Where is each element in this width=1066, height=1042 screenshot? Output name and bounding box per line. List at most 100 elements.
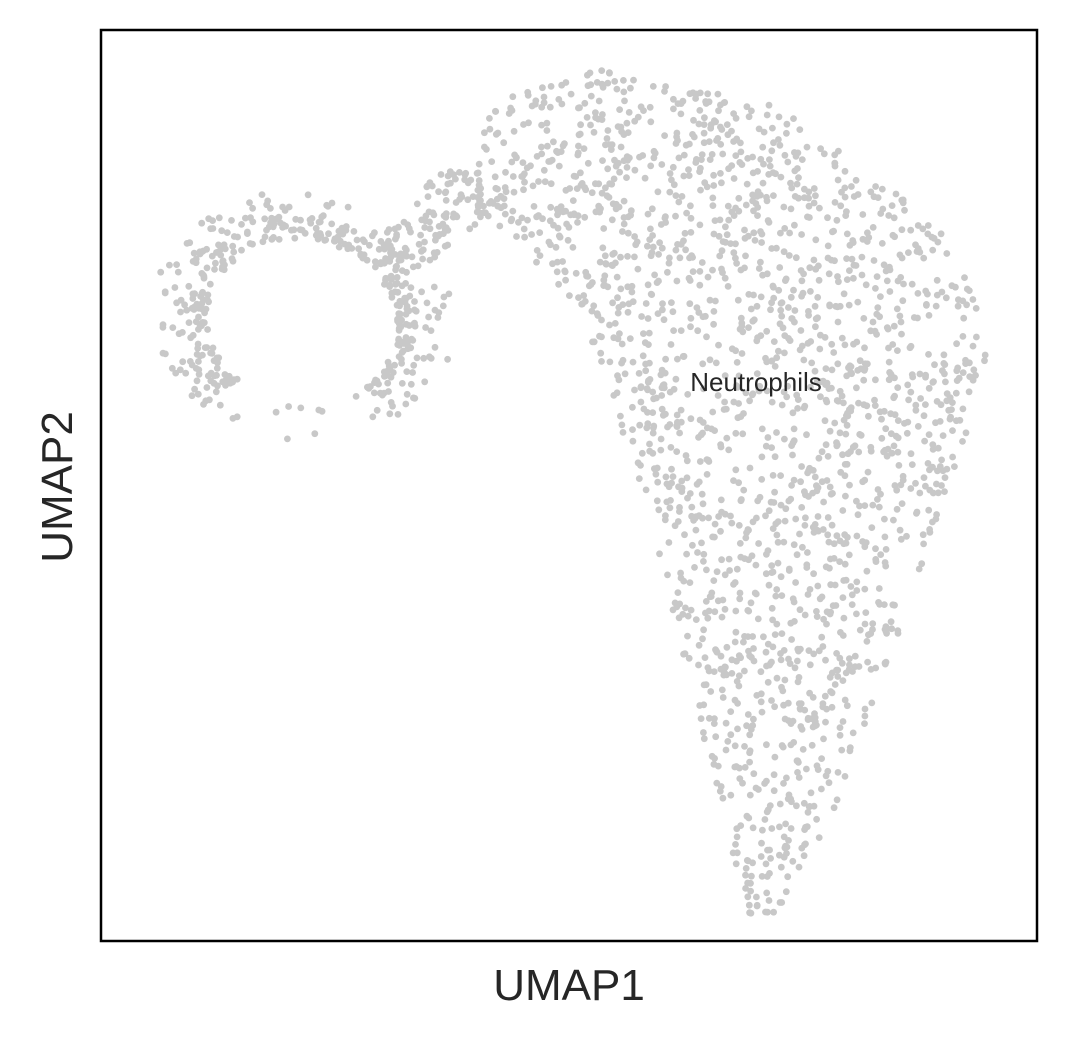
data-point bbox=[721, 398, 728, 406]
data-point bbox=[221, 371, 229, 378]
data-point bbox=[929, 446, 937, 453]
data-point bbox=[960, 314, 968, 322]
data-point bbox=[724, 131, 732, 139]
data-point bbox=[734, 700, 741, 707]
data-point bbox=[617, 123, 625, 131]
data-point bbox=[784, 873, 792, 881]
data-point bbox=[733, 657, 740, 665]
data-point bbox=[697, 715, 705, 722]
data-point bbox=[832, 602, 840, 609]
data-point bbox=[735, 672, 743, 680]
data-point bbox=[562, 186, 570, 194]
data-point bbox=[941, 474, 949, 481]
data-point bbox=[398, 355, 405, 363]
data-point bbox=[703, 333, 710, 341]
data-point bbox=[733, 825, 741, 833]
data-point bbox=[718, 613, 726, 621]
data-point bbox=[206, 396, 213, 404]
data-point bbox=[837, 202, 845, 210]
data-point bbox=[959, 438, 966, 445]
data-point bbox=[618, 421, 626, 429]
data-point bbox=[881, 660, 889, 668]
data-point bbox=[762, 648, 770, 656]
data-point bbox=[434, 314, 442, 321]
data-point bbox=[895, 462, 903, 469]
data-point bbox=[841, 531, 849, 539]
data-point bbox=[635, 475, 643, 482]
data-point bbox=[394, 411, 402, 418]
data-point bbox=[246, 199, 253, 207]
data-point bbox=[925, 506, 933, 514]
data-point bbox=[860, 401, 868, 409]
data-point bbox=[861, 712, 869, 720]
data-point bbox=[650, 154, 658, 162]
data-point bbox=[920, 474, 928, 481]
data-point bbox=[810, 256, 818, 264]
data-point bbox=[841, 193, 849, 201]
data-point bbox=[606, 321, 613, 329]
data-point bbox=[616, 330, 623, 337]
data-point bbox=[709, 202, 717, 210]
data-point bbox=[623, 119, 631, 127]
data-point bbox=[657, 435, 665, 443]
data-point bbox=[610, 175, 618, 183]
data-point bbox=[826, 483, 834, 491]
data-point bbox=[753, 902, 761, 910]
data-point bbox=[397, 256, 405, 264]
data-point bbox=[874, 304, 882, 311]
data-point bbox=[642, 300, 650, 307]
data-point bbox=[878, 415, 885, 423]
data-point bbox=[793, 551, 801, 559]
data-point bbox=[763, 197, 771, 205]
data-point bbox=[423, 299, 431, 307]
data-point bbox=[861, 543, 869, 551]
data-point bbox=[558, 100, 566, 108]
data-point bbox=[765, 897, 773, 904]
data-point bbox=[795, 774, 803, 781]
data-point bbox=[842, 430, 850, 438]
data-point bbox=[402, 280, 409, 287]
data-point bbox=[812, 236, 820, 244]
data-point bbox=[854, 298, 862, 306]
data-point bbox=[869, 224, 877, 231]
data-point bbox=[882, 546, 890, 553]
data-point bbox=[521, 233, 528, 241]
data-point bbox=[304, 191, 312, 199]
data-point bbox=[825, 779, 833, 787]
data-point bbox=[435, 223, 443, 230]
data-point bbox=[414, 262, 422, 270]
data-point bbox=[638, 313, 645, 320]
data-point bbox=[692, 526, 700, 534]
data-point bbox=[965, 287, 973, 294]
data-point bbox=[865, 412, 872, 420]
data-point bbox=[801, 826, 808, 833]
data-point bbox=[533, 213, 540, 221]
data-point bbox=[475, 181, 483, 189]
data-point bbox=[684, 612, 692, 620]
data-point bbox=[602, 260, 610, 268]
data-point bbox=[912, 479, 919, 487]
data-point bbox=[720, 99, 728, 106]
data-point bbox=[371, 229, 378, 237]
data-point bbox=[533, 258, 540, 266]
data-point bbox=[696, 268, 704, 275]
data-point bbox=[670, 105, 677, 113]
data-point bbox=[646, 359, 653, 367]
data-point bbox=[870, 257, 878, 264]
data-point bbox=[341, 240, 349, 248]
data-point bbox=[882, 267, 890, 275]
data-point bbox=[817, 393, 824, 401]
data-point bbox=[547, 83, 555, 90]
data-point bbox=[233, 375, 241, 383]
data-point bbox=[792, 579, 799, 586]
data-point bbox=[783, 120, 791, 128]
data-point bbox=[811, 367, 819, 375]
data-point bbox=[728, 162, 736, 170]
data-point bbox=[817, 145, 824, 153]
data-point bbox=[862, 609, 870, 616]
data-point bbox=[616, 168, 623, 176]
data-point bbox=[826, 427, 834, 435]
data-point bbox=[653, 497, 661, 505]
data-point bbox=[781, 151, 789, 159]
data-point bbox=[780, 388, 788, 396]
